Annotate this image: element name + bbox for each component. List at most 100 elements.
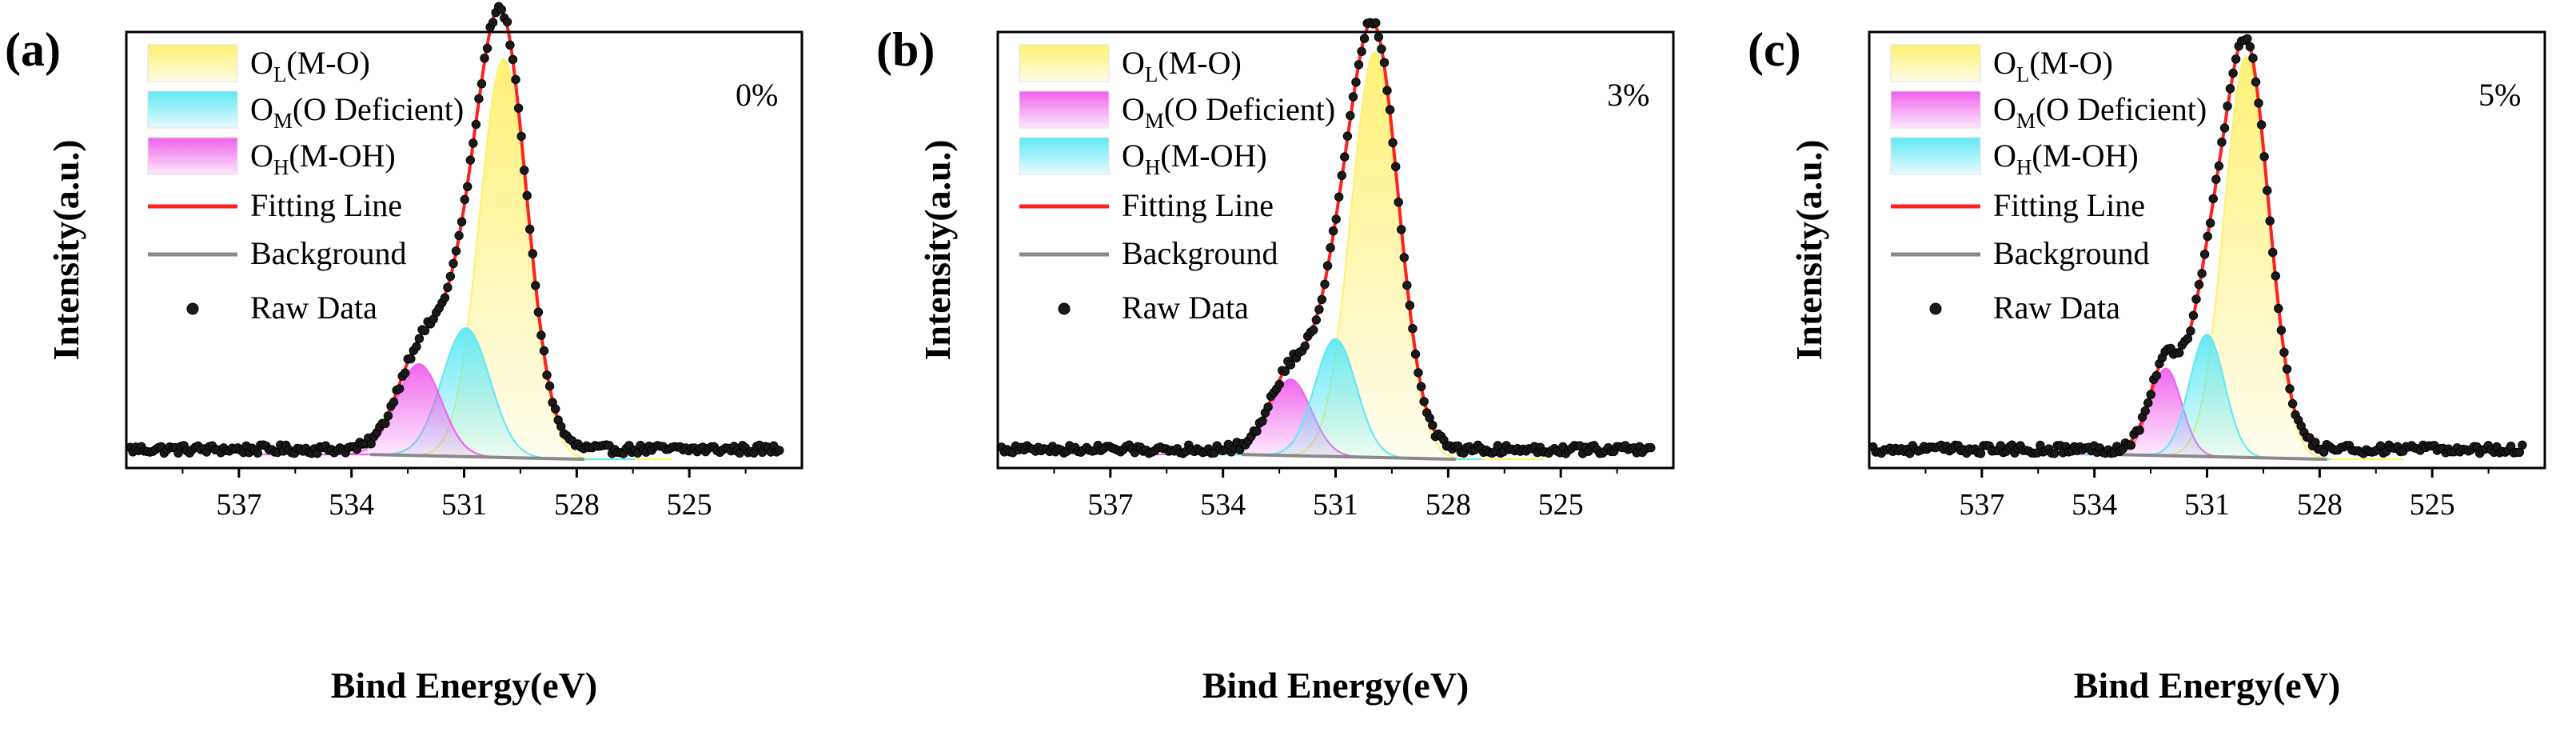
panel-label: (c) [1748,23,1801,76]
panel-3: (c) Intensity(a.u.) Bind Energy(eV) 537 534 5… [1748,23,2546,706]
raw-data-point [2175,348,2184,358]
legend-fitting-line-label: Fitting Line [1993,187,2145,223]
raw-data-point [465,155,475,165]
legend-label-o-h: OH(M-OH) [1993,138,2139,179]
raw-data-point [2208,194,2219,204]
raw-data-point [1328,226,1338,236]
raw-data-point [2188,310,2199,321]
raw-data-point [544,381,555,391]
legend-raw-data-swatch [1058,302,1071,315]
raw-data-point [1414,368,1423,378]
raw-data-point [2251,77,2261,87]
raw-data-point [482,43,492,54]
raw-data-point [1354,60,1364,70]
legend-raw-data-label: Raw Data [1993,290,2120,326]
raw-data-point [1342,131,1353,141]
raw-data-point [1419,397,1429,406]
raw-data-point [440,293,450,302]
raw-data-point [531,281,540,290]
raw-data-point [511,74,520,85]
raw-data-points [1868,34,2527,458]
legend-label-o-l: OL(M-O) [250,45,370,86]
raw-data-point [1274,379,1284,390]
raw-data-point [389,397,399,407]
raw-data-point [2276,326,2287,335]
legend-swatch-o-h [147,137,238,175]
raw-data-point [2140,406,2150,416]
legend-fitting-line-label: Fitting Line [250,187,402,223]
raw-data-point [1394,198,1403,207]
legend-swatch-o-l [147,44,238,82]
raw-data-point [401,368,410,378]
raw-data-point [480,54,489,63]
legend-swatch-o-l [1890,44,1981,82]
raw-data-point [1382,86,1392,95]
raw-data-point [406,354,416,364]
raw-data-point [1311,315,1322,325]
y-axis-title: Intensity(a.u.) [917,139,958,360]
x-tick-label: 525 [1538,488,1584,522]
raw-data-point [1377,44,1386,54]
background-line [370,453,584,462]
raw-data-point [1379,58,1390,67]
x-tick-label: 534 [2072,488,2117,522]
raw-data-point [1334,192,1344,202]
x-axis-title: Bind Energy(eV) [2074,665,2341,706]
legend-label-o-l: OL(M-O) [1993,45,2113,86]
raw-data-point [2243,34,2252,44]
legend-label-o-h: OH(M-OH) [250,138,396,179]
raw-data-point [1286,360,1296,370]
raw-data-point [443,282,453,292]
background-line [2113,453,2327,462]
raw-data-point [253,448,262,458]
raw-data-point [1374,32,1384,42]
raw-data-point [522,190,532,201]
raw-data-point [1351,78,1361,87]
raw-data-point [1385,105,1395,114]
raw-data-point [516,131,526,142]
raw-data-point [2050,449,2060,458]
raw-data-point [1416,382,1426,391]
raw-data-point [2194,280,2204,290]
x-tick-label: 531 [2184,488,2230,522]
raw-data-point [474,94,484,104]
raw-data-point [2228,68,2238,78]
raw-data-point [2146,390,2155,399]
raw-data-point [2274,303,2283,314]
raw-data-point [2254,98,2263,108]
legend-fitting-line-label: Fitting Line [1122,187,1274,223]
legend-swatch-o-l [1019,44,1110,82]
x-tick-label: 534 [1200,488,1246,522]
x-tick-label: 531 [1313,488,1358,522]
legend-swatch-o-m [147,90,238,129]
raw-data-point [394,384,405,394]
legend-background-label: Background [1122,235,1278,271]
legend-raw-data-label: Raw Data [1122,290,1249,326]
raw-data-point [2191,294,2201,304]
raw-data-point [2287,398,2298,409]
panel-label: (a) [5,23,61,76]
raw-data-point [2285,384,2295,394]
raw-data-point [460,194,469,205]
raw-data-point [366,439,376,449]
raw-data-point [2126,440,2136,450]
raw-data-point [1348,92,1358,102]
raw-data-point [1399,253,1410,262]
raw-data-point [1280,366,1290,376]
raw-data-point [1408,324,1418,334]
raw-data-point [2186,326,2195,336]
raw-data-point [2203,231,2212,242]
raw-data-point [488,18,498,27]
raw-data-point [2271,271,2281,281]
raw-data-point [1314,305,1324,314]
raw-data-point [1258,416,1267,426]
raw-data-point [2183,334,2193,343]
raw-data-point [1428,420,1438,430]
raw-data-point [2199,250,2210,259]
raw-data-point [1309,325,1318,335]
raw-data-point [1388,138,1398,148]
raw-data-point [477,79,487,89]
panel-2: (b) Intensity(a.u.) Bind Energy(eV) 537 534 5… [876,18,1675,706]
x-tick-label: 537 [1959,488,2004,522]
legend-swatch-o-m [1019,90,1110,129]
